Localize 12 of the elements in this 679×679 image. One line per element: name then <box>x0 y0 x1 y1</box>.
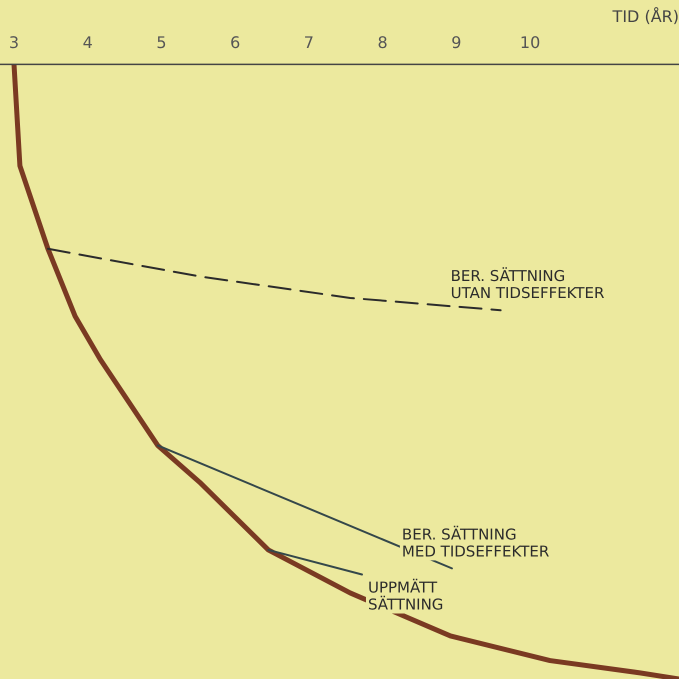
x-axis-title: TID (ÅR) <box>612 6 679 26</box>
x-tick-label: 9 <box>451 32 462 52</box>
x-tick-label: 6 <box>230 32 240 52</box>
x-tick-label: 8 <box>378 32 388 52</box>
series-label: UPPMÄTT SÄTTNING <box>368 578 444 614</box>
x-tick-label: 10 <box>520 32 540 52</box>
x-tick-label: 7 <box>304 32 314 52</box>
x-tick-label: 5 <box>156 32 167 52</box>
series-label: BER. SÄTTNING UTAN TIDSEFFEKTER <box>450 267 604 302</box>
series-label: BER. SÄTTNING MED TIDSEFFEKTER <box>402 525 550 560</box>
x-tick-label: 3 <box>8 32 20 52</box>
x-tick-label: 4 <box>82 32 93 52</box>
